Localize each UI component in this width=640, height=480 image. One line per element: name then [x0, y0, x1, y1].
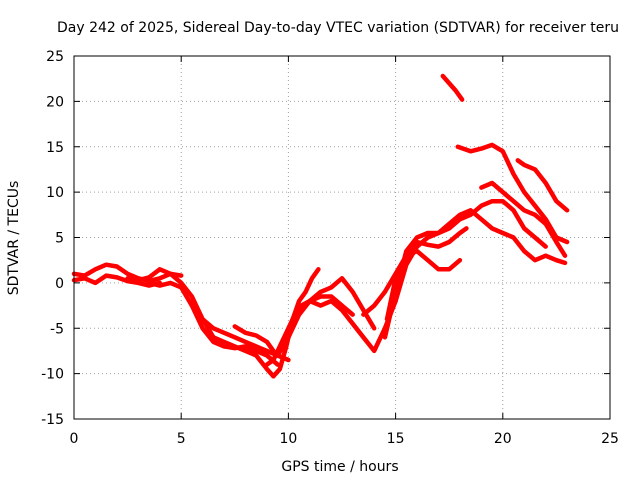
x-tick-label: 10 [279, 431, 297, 447]
y-tick-label: 20 [46, 94, 64, 110]
x-tick-label: 20 [494, 431, 512, 447]
x-tick-label: 25 [601, 431, 619, 447]
series-track-2 [71, 273, 163, 288]
series-track-6 [232, 324, 276, 354]
y-tick-label: 25 [46, 49, 64, 65]
x-tick-label: 0 [70, 431, 79, 447]
x-tick-label: 5 [177, 431, 186, 447]
x-axis-ticks: 0 5 10 15 20 25 [70, 56, 619, 447]
series-track-18 [515, 158, 570, 213]
series-track-11 [361, 248, 463, 317]
grid-lines [74, 56, 610, 419]
series-track-15 [440, 73, 465, 102]
y-tick-label: 10 [46, 185, 64, 201]
x-axis-label: GPS time / hours [281, 459, 398, 475]
data-series [71, 73, 570, 379]
series-track-14 [393, 208, 568, 304]
y-tick-label: -10 [41, 367, 64, 383]
y-axis-ticks: -15 -10 -5 0 5 10 15 20 25 [41, 49, 610, 428]
y-tick-label: 15 [46, 140, 64, 156]
x-tick-label: 15 [387, 431, 405, 447]
y-tick-label: -5 [50, 321, 64, 337]
series-track-16 [455, 142, 570, 245]
series-track-4 [146, 280, 280, 367]
series-track-1 [71, 262, 184, 284]
series-track-10 [286, 298, 398, 354]
series-track-5 [189, 303, 291, 363]
y-tick-label: 5 [55, 231, 64, 247]
series-track-12 [382, 198, 548, 340]
chart-title: Day 242 of 2025, Sidereal Day-to-day VTE… [57, 20, 619, 36]
y-tick-label: 0 [55, 276, 64, 292]
series-track-13 [384, 226, 469, 322]
y-axis-label: SDTVAR / TECUs [6, 181, 22, 296]
series-track-17 [479, 180, 568, 258]
y-tick-label: -15 [41, 412, 64, 428]
